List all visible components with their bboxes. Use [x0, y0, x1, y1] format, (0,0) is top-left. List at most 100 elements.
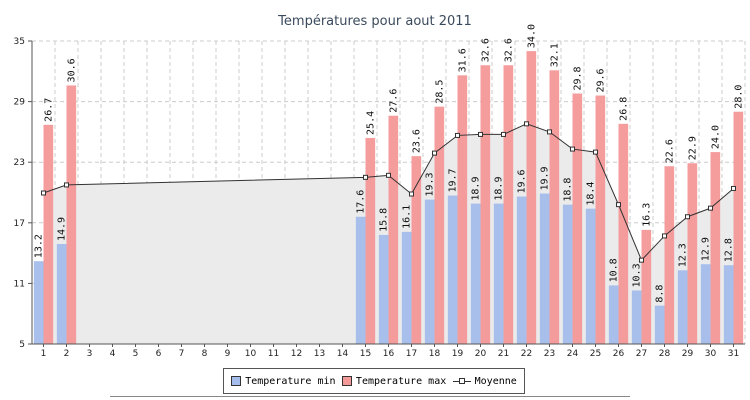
data-label-min: 19.3 [425, 172, 436, 196]
bar-max [664, 166, 675, 344]
bar-min [562, 204, 573, 344]
bar-min [447, 195, 458, 344]
bar-min [539, 193, 550, 344]
data-label-max: 32.6 [480, 38, 491, 62]
x-tick-label: 20 [475, 349, 487, 359]
x-tick-label: 6 [156, 349, 162, 359]
x-tick-label: 17 [406, 349, 417, 359]
data-label-max: 28.0 [733, 85, 744, 109]
legend-label-min: Temperature min [245, 375, 336, 387]
legend-swatch-moyenne [452, 376, 471, 386]
data-label-min: 18.4 [586, 182, 597, 206]
data-label-max: 26.8 [618, 97, 629, 121]
bar-max [572, 93, 583, 345]
data-label-min: 12.8 [724, 238, 735, 262]
data-label-max: 16.3 [641, 203, 652, 227]
data-label-max: 22.9 [687, 136, 698, 160]
x-tick-label: 9 [225, 349, 231, 359]
x-tick-label: 8 [202, 349, 208, 359]
moyenne-marker [685, 214, 690, 220]
bar-max [733, 111, 744, 344]
bar-min [424, 199, 435, 344]
moyenne-marker [501, 131, 506, 137]
bar-max [457, 75, 468, 344]
legend-swatch-max [341, 376, 352, 386]
bar-min [700, 264, 711, 344]
y-tick-label: 29 [14, 98, 26, 108]
bottom-rule [110, 396, 630, 397]
x-tick-label: 28 [659, 349, 671, 359]
bar-max [503, 65, 514, 345]
x-tick-label: 16 [383, 349, 395, 359]
x-tick-label: 7 [179, 349, 185, 359]
moyenne-marker [432, 150, 437, 156]
moyenne-marker [662, 233, 667, 239]
x-tick-label: 24 [567, 349, 579, 359]
x-tick-label: 12 [291, 349, 302, 359]
data-label-max: 29.8 [572, 66, 583, 90]
bar-min [723, 265, 734, 344]
data-label-min: 8.8 [655, 285, 666, 303]
x-tick-label: 1 [41, 349, 47, 359]
bar-min [608, 285, 619, 344]
bar-max [411, 156, 422, 344]
data-label-min: 14.9 [57, 217, 68, 241]
x-tick-label: 21 [498, 349, 509, 359]
data-label-min: 15.8 [379, 208, 390, 232]
data-label-min: 10.3 [632, 263, 643, 287]
moyenne-marker [41, 190, 46, 196]
legend-item-min: Temperature min [231, 375, 336, 387]
data-label-max: 29.6 [595, 68, 606, 92]
bar-min [677, 270, 688, 344]
data-label-min: 18.8 [563, 178, 574, 202]
moyenne-marker [731, 185, 736, 191]
x-tick-label: 2 [64, 349, 70, 359]
bar-max [480, 65, 491, 345]
x-tick-label: 25 [590, 349, 601, 359]
data-label-min: 12.3 [678, 243, 689, 267]
y-tick-label: 35 [14, 37, 25, 47]
data-label-max: 25.4 [365, 111, 376, 135]
x-tick-label: 13 [314, 349, 325, 359]
data-label-min: 19.9 [540, 166, 551, 190]
bar-min [585, 208, 596, 344]
bar-min [631, 290, 642, 344]
data-label-max: 27.6 [388, 89, 399, 113]
bar-max [549, 70, 560, 344]
y-tick-label: 17 [14, 219, 25, 229]
bar-min [516, 196, 527, 344]
bar-min [355, 216, 366, 344]
moyenne-marker [616, 202, 621, 208]
data-label-min: 12.9 [701, 237, 712, 261]
moyenne-marker [639, 257, 644, 263]
data-label-max: 34.0 [526, 24, 537, 48]
bar-max [595, 95, 606, 344]
y-tick-label: 11 [14, 279, 25, 289]
legend-item-max: Temperature max [341, 376, 446, 387]
legend-item-moyenne: Moyenne [452, 375, 517, 387]
bar-max [641, 229, 652, 344]
moyenne-marker [64, 182, 69, 188]
x-tick-label: 30 [705, 349, 717, 359]
x-tick-label: 10 [245, 349, 257, 359]
bar-max [526, 51, 537, 344]
legend-swatch-min [231, 376, 242, 386]
moyenne-marker [386, 172, 391, 178]
x-tick-label: 4 [110, 349, 116, 359]
moyenne-marker [478, 131, 483, 137]
data-label-max: 28.5 [434, 80, 445, 104]
legend-label-moyenne: Moyenne [474, 375, 517, 387]
data-label-min: 18.9 [471, 177, 482, 201]
data-label-min: 18.9 [494, 177, 505, 201]
data-label-max: 26.7 [43, 98, 54, 122]
data-label-max: 22.6 [664, 139, 675, 163]
moyenne-marker [570, 146, 575, 152]
data-label-max: 24.0 [710, 125, 721, 149]
data-label-min: 17.6 [356, 190, 367, 214]
moyenne-marker [547, 129, 552, 135]
bar-min [33, 261, 44, 344]
data-label-max: 32.6 [503, 38, 514, 62]
moyenne-marker [524, 121, 529, 127]
bar-max [618, 123, 629, 344]
